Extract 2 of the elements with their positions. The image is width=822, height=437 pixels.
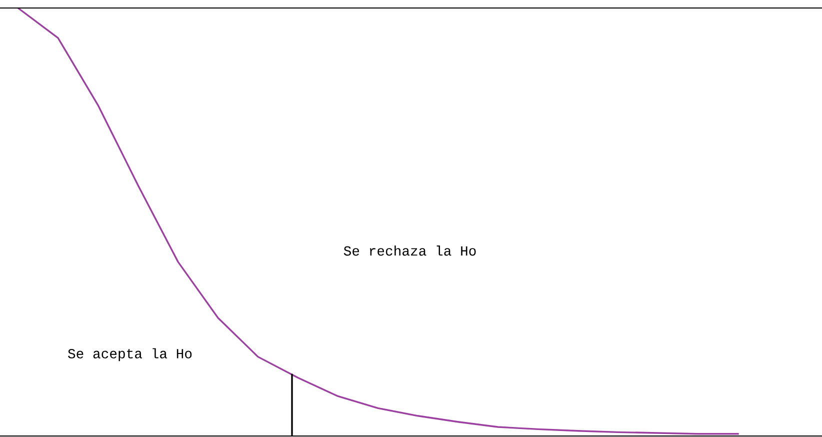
- annotation: Se acepta la Ho: [68, 348, 192, 362]
- annotation: Se rechaza la Ho: [344, 245, 476, 256]
